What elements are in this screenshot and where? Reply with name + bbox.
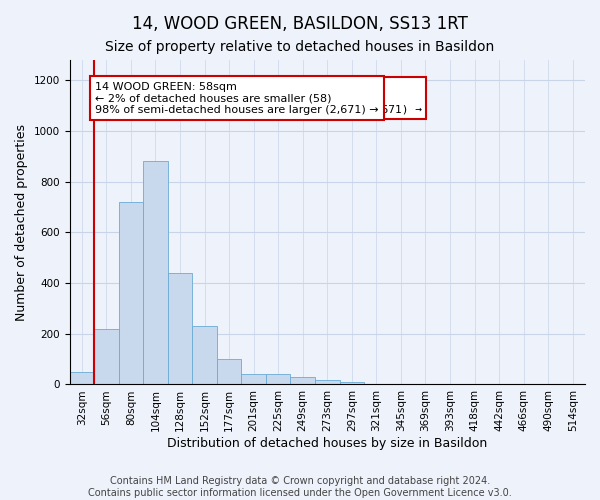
Bar <box>266 374 290 384</box>
Text: 14 WOOD GREEN: 58sqm
← 2% of detached houses are smaller (58)
98% of semi-detach: 14 WOOD GREEN: 58sqm ← 2% of detached ho… <box>98 82 422 114</box>
Bar <box>217 359 241 384</box>
Text: 14, WOOD GREEN, BASILDON, SS13 1RT: 14, WOOD GREEN, BASILDON, SS13 1RT <box>132 15 468 33</box>
Bar <box>315 380 340 384</box>
Bar <box>168 273 192 384</box>
Text: Contains HM Land Registry data © Crown copyright and database right 2024.
Contai: Contains HM Land Registry data © Crown c… <box>88 476 512 498</box>
Y-axis label: Number of detached properties: Number of detached properties <box>15 124 28 320</box>
Text: 14 WOOD GREEN: 58sqm
← 2% of detached houses are smaller (58)
98% of semi-detach: 14 WOOD GREEN: 58sqm ← 2% of detached ho… <box>95 82 379 114</box>
Bar <box>241 374 266 384</box>
Text: Size of property relative to detached houses in Basildon: Size of property relative to detached ho… <box>106 40 494 54</box>
Bar <box>290 377 315 384</box>
Bar <box>119 202 143 384</box>
Bar <box>192 326 217 384</box>
X-axis label: Distribution of detached houses by size in Basildon: Distribution of detached houses by size … <box>167 437 487 450</box>
Bar <box>70 372 94 384</box>
Bar <box>94 328 119 384</box>
Bar <box>143 162 168 384</box>
Bar <box>340 382 364 384</box>
